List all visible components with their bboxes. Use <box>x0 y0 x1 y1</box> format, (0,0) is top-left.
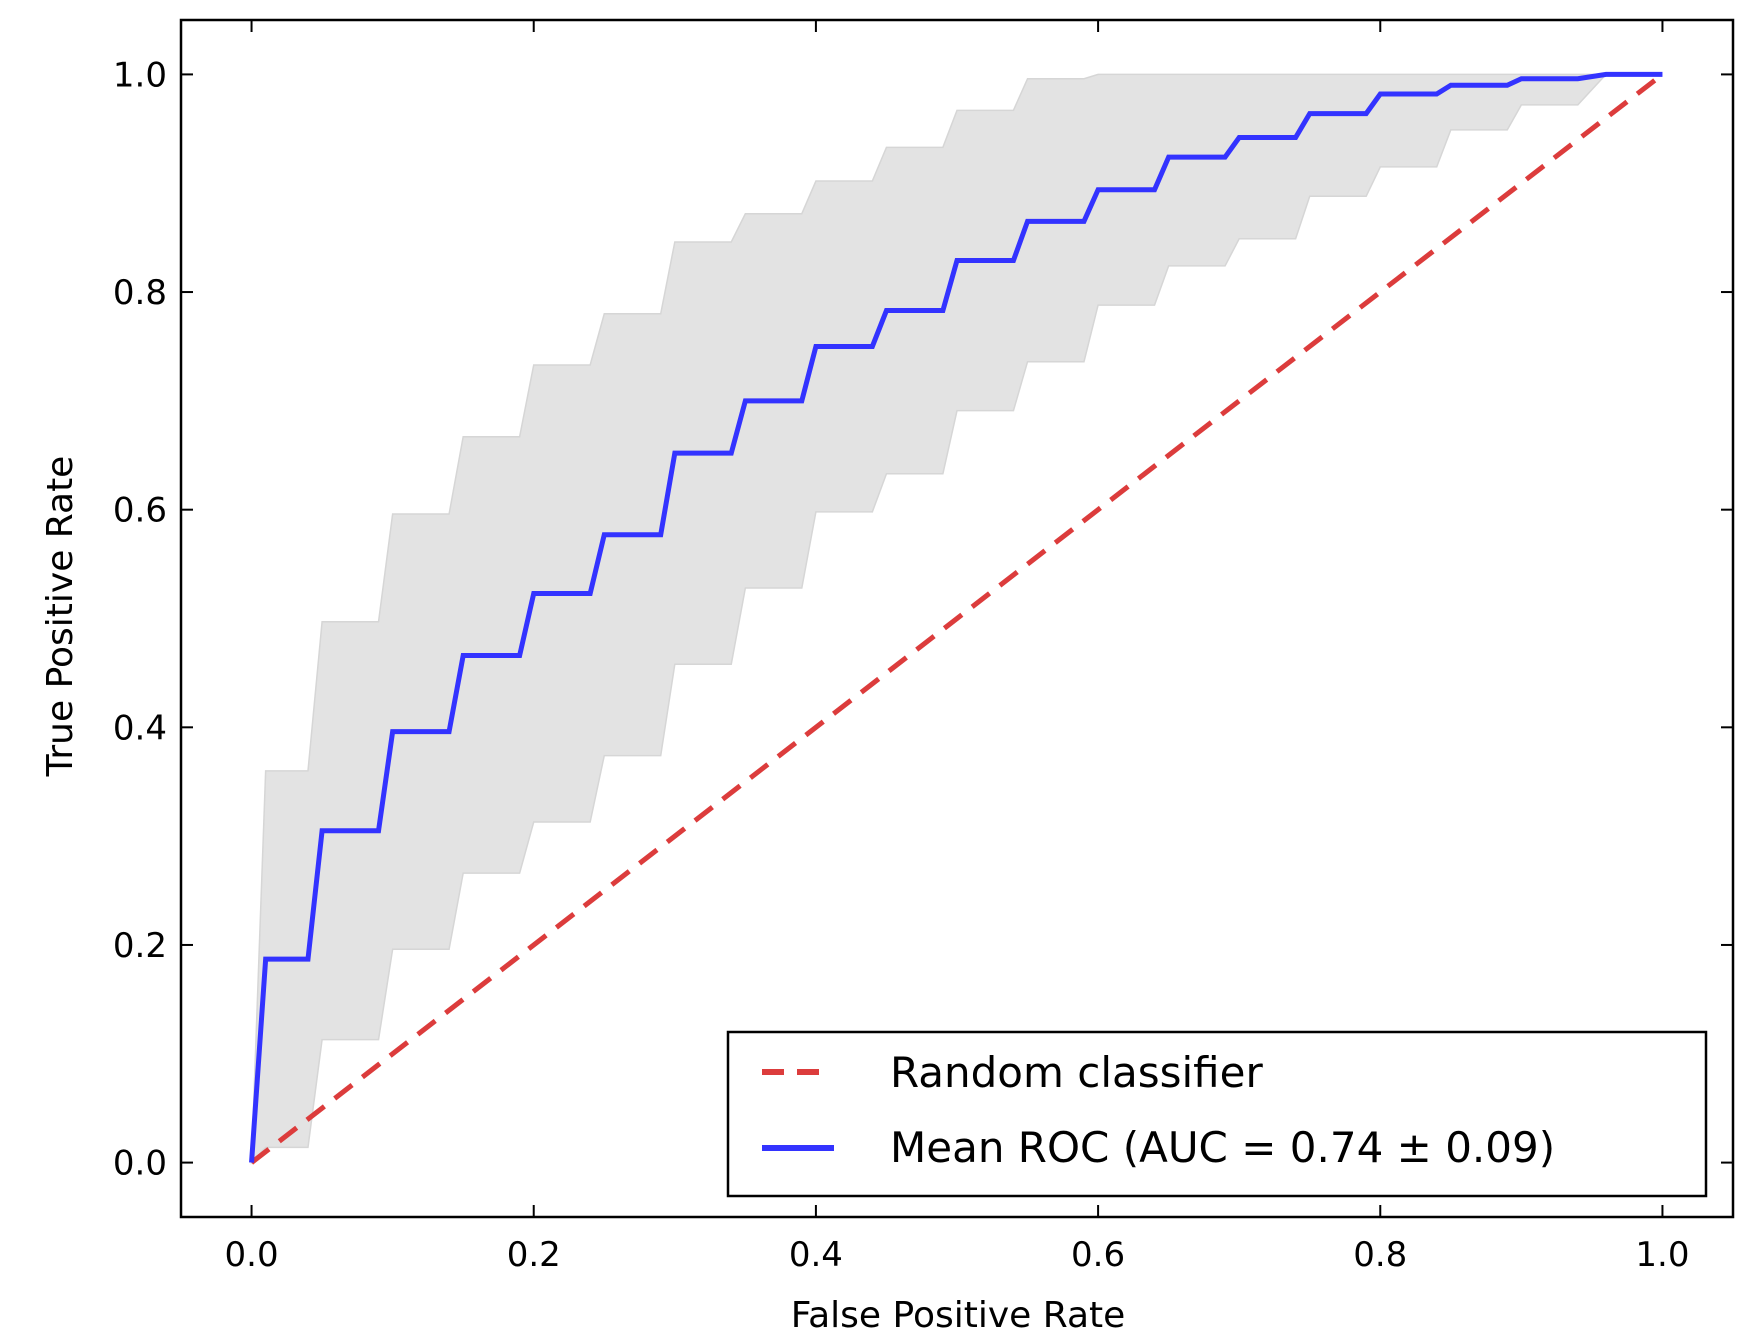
y-axis-label: True Positive Rate <box>40 456 81 778</box>
std-band <box>250 73 1663 1165</box>
y-tick-label: 0.0 <box>113 1144 167 1184</box>
x-axis-label: False Positive Rate <box>791 1295 1126 1336</box>
random-classifier-line <box>250 72 1664 1165</box>
x-tick-label: 0.6 <box>1071 1235 1125 1275</box>
x-tick-label: 0.8 <box>1353 1235 1407 1275</box>
y-tick-label: 0.4 <box>113 708 167 748</box>
y-tick-label: 0.6 <box>113 491 167 531</box>
y-tick-label: 0.8 <box>113 273 167 313</box>
x-tick-label: 0.2 <box>507 1235 561 1275</box>
x-tick-label: 0.0 <box>225 1235 279 1275</box>
y-tick-label: 1.0 <box>113 55 167 95</box>
legend-label-random: Random classifier <box>890 1048 1263 1097</box>
x-tick-label: 1.0 <box>1635 1235 1689 1275</box>
mean-roc-line <box>249 71 1663 1163</box>
legend: Random classifier Mean ROC (AUC = 0.74 ±… <box>726 1030 1708 1198</box>
legend-box <box>726 1030 1708 1198</box>
plot-frame <box>179 18 1735 1219</box>
x-tick-label: 0.4 <box>789 1235 843 1275</box>
legend-label-mean-roc: Mean ROC (AUC = 0.74 ± 0.09) <box>890 1123 1555 1172</box>
y-tick-label: 0.2 <box>113 926 167 966</box>
